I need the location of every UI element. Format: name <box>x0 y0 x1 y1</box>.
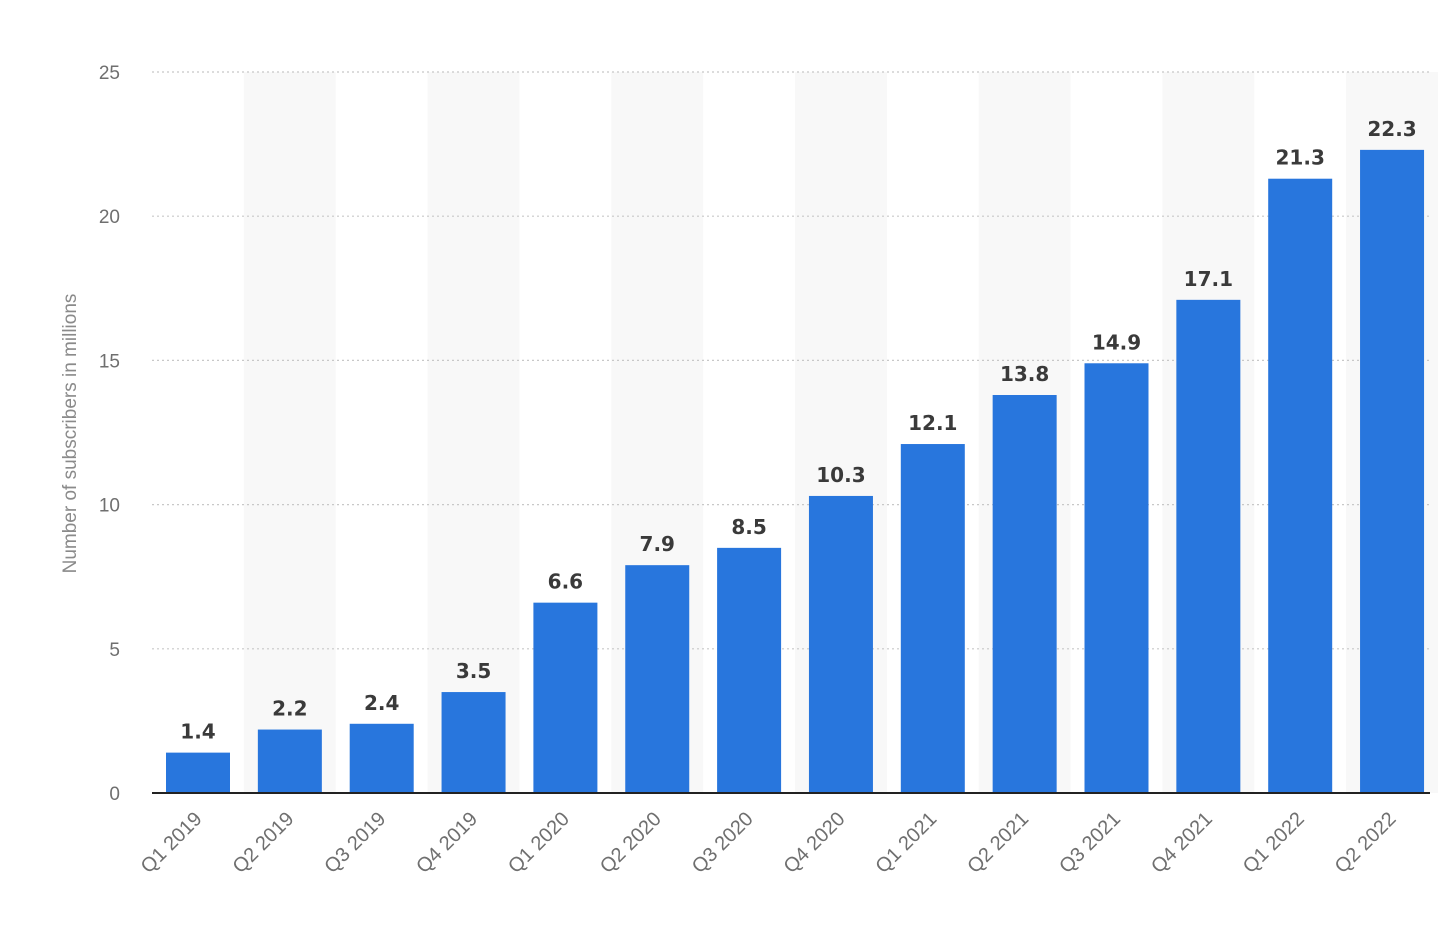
x-axis-ticks: Q1 2019 Q2 2019 Q3 2019 Q4 2019 Q1 2020 Q2 20… <box>137 808 1401 878</box>
x-tick-label: Q3 2020 <box>688 808 758 878</box>
data-label: 1.4 <box>180 720 215 744</box>
bars <box>166 149 1425 794</box>
y-axis-label: Number of subscribers in millions <box>60 294 81 574</box>
x-tick-label: Q1 2021 <box>872 808 942 878</box>
bar <box>992 395 1057 793</box>
data-label: 17.1 <box>1184 267 1233 291</box>
bar <box>1360 149 1425 794</box>
y-tick-label: 5 <box>109 640 120 661</box>
bar <box>349 723 414 793</box>
data-label: 2.4 <box>364 691 399 715</box>
y-tick-label: 25 <box>99 63 120 84</box>
data-label: 8.5 <box>731 515 766 539</box>
bar <box>1268 178 1333 793</box>
category-band <box>243 72 336 793</box>
bar <box>900 444 965 793</box>
data-label: 13.8 <box>1000 362 1049 386</box>
x-tick-label: Q2 2021 <box>963 808 1033 878</box>
x-tick-label: Q1 2020 <box>504 808 574 878</box>
bar <box>257 729 322 793</box>
data-label: 14.9 <box>1092 330 1141 354</box>
y-tick-label: 0 <box>109 784 120 805</box>
data-label: 12.1 <box>908 411 957 435</box>
y-axis-ticks: 0 5 10 15 20 25 <box>99 63 120 805</box>
bar <box>166 752 230 793</box>
x-tick-label: Q2 2020 <box>596 808 666 878</box>
bar <box>625 565 690 793</box>
bar <box>1176 299 1241 793</box>
x-tick-label: Q4 2021 <box>1147 808 1217 878</box>
bar <box>717 547 782 793</box>
y-tick-label: 10 <box>99 496 120 517</box>
bar <box>533 602 598 793</box>
bar <box>808 495 873 793</box>
data-label: 10.3 <box>816 463 865 487</box>
x-tick-label: Q3 2019 <box>320 808 390 878</box>
data-label: 3.5 <box>456 659 491 683</box>
x-tick-label: Q1 2019 <box>137 808 207 878</box>
bar <box>441 692 506 793</box>
y-tick-label: 15 <box>99 351 120 372</box>
x-tick-label: Q4 2019 <box>412 808 482 878</box>
x-tick-label: Q2 2019 <box>229 808 299 878</box>
y-tick-label: 20 <box>99 207 120 228</box>
x-tick-label: Q4 2020 <box>780 808 850 878</box>
data-label: 7.9 <box>640 532 675 556</box>
category-band <box>427 72 520 793</box>
x-tick-label: Q2 2022 <box>1331 808 1401 878</box>
x-tick-label: Q1 2022 <box>1239 808 1309 878</box>
x-tick-label: Q3 2021 <box>1055 808 1125 878</box>
data-labels: 1.4 2.2 2.4 3.5 6.6 7.9 8.5 10.3 12.1 13.8 14.9 17.… <box>180 117 1416 744</box>
bar <box>1084 363 1149 793</box>
data-label: 6.6 <box>548 570 583 594</box>
data-label: 22.3 <box>1367 117 1416 141</box>
data-label: 21.3 <box>1276 146 1325 170</box>
data-label: 2.2 <box>272 697 307 721</box>
